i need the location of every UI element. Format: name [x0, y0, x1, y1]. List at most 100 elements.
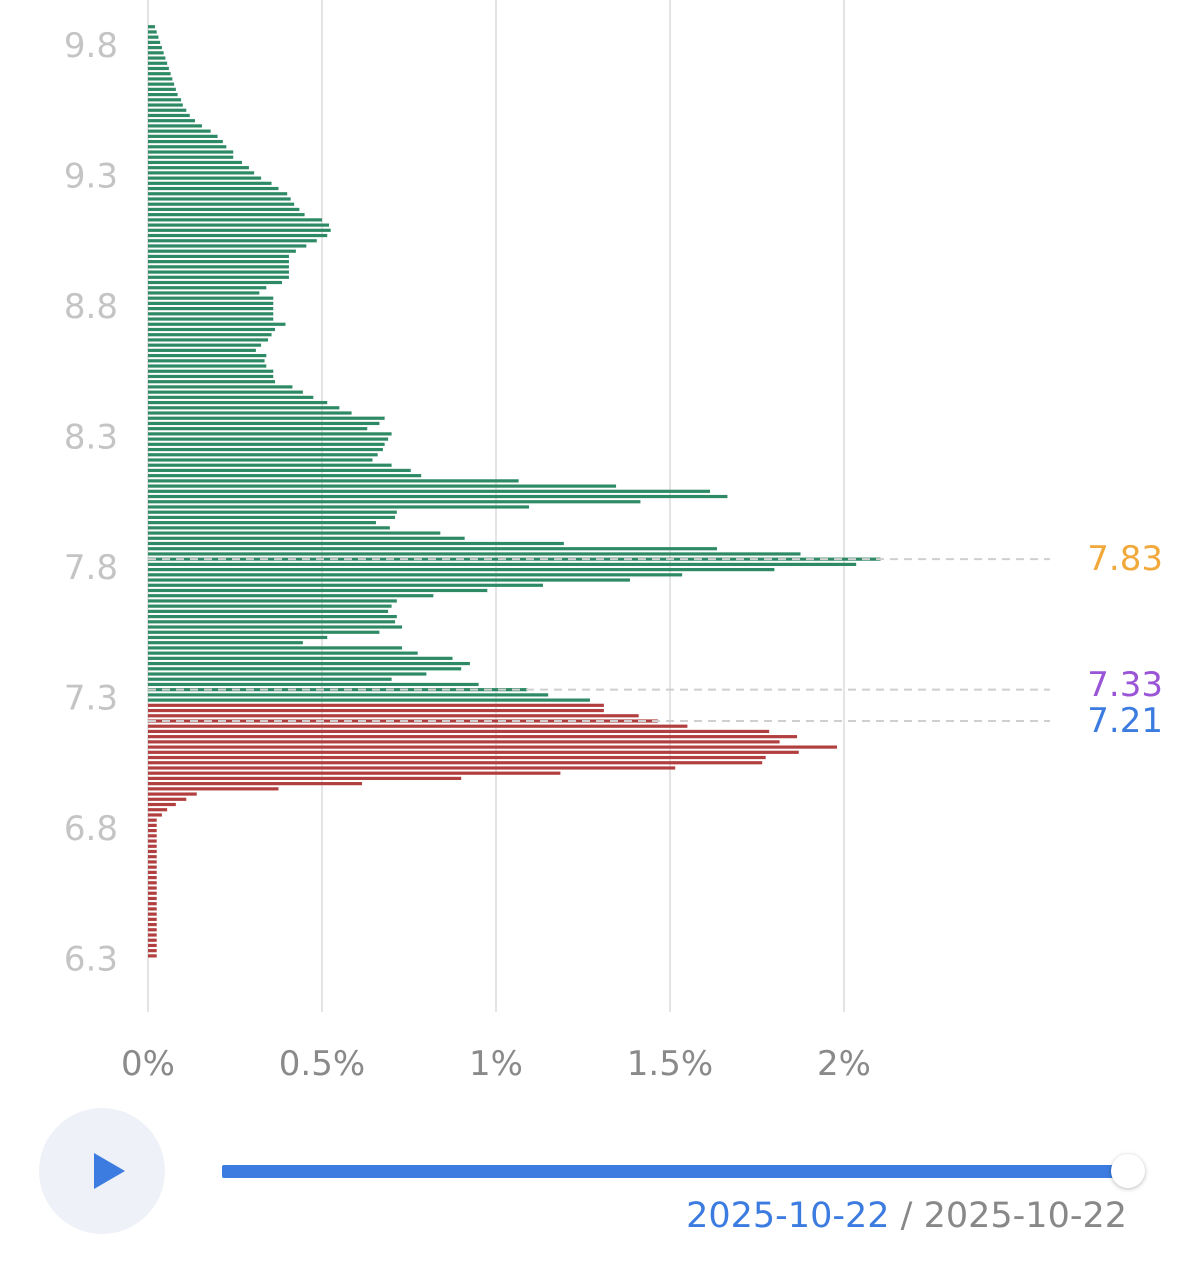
histogram-bar [148, 442, 385, 446]
y-tick-label: 7.3 [64, 679, 118, 719]
x-tick-label: 1.5% [627, 1044, 713, 1084]
histogram-bar [148, 844, 157, 848]
histogram-bar [148, 437, 389, 441]
histogram-bar [148, 907, 157, 911]
histogram-bar [148, 661, 470, 666]
histogram-bar [148, 536, 465, 540]
y-tick-label: 9.8 [64, 26, 118, 66]
histogram-bar [148, 755, 766, 760]
histogram-bar [148, 802, 176, 807]
histogram-bar [148, 823, 157, 827]
histogram-bar [148, 541, 564, 546]
histogram-bar [148, 427, 368, 431]
histogram-bar [148, 656, 453, 660]
y-tick-label: 8.8 [64, 287, 118, 327]
y-tick-label: 7.8 [64, 548, 118, 588]
histogram-bar [148, 218, 322, 222]
histogram-bar [148, 813, 162, 817]
histogram-bar [148, 343, 262, 347]
histogram-bar [148, 708, 604, 713]
marker-label: 7.21 [1087, 701, 1163, 741]
histogram-bar [148, 740, 780, 744]
histogram-bar [148, 270, 289, 274]
histogram-bar [148, 249, 296, 253]
histogram-bar [148, 928, 157, 932]
histogram-bar [148, 239, 317, 243]
histogram-bar [148, 139, 223, 144]
histogram-bar [148, 202, 295, 206]
histogram-bar [148, 562, 857, 566]
histogram-bar [148, 521, 376, 525]
histogram-bar [148, 275, 289, 279]
histogram-bar [148, 307, 274, 311]
histogram-bar [148, 625, 403, 629]
histogram-bar [148, 77, 173, 81]
histogram-bar [148, 474, 422, 478]
histogram-bar [148, 849, 157, 854]
histogram-bar [148, 108, 187, 112]
histogram-bar [148, 103, 183, 107]
histogram-bar [148, 176, 262, 180]
histogram-bar [148, 599, 397, 603]
histogram-bar [148, 829, 157, 833]
histogram-bar [148, 724, 688, 728]
histogram-bar [148, 818, 157, 822]
histogram-bar [148, 82, 175, 86]
current-date: 2025-10-22 [686, 1196, 890, 1236]
histogram-bar [148, 233, 328, 238]
histogram-bar [148, 949, 157, 953]
histogram-bar [148, 421, 380, 426]
histogram-bar [148, 416, 385, 420]
end-date: 2025-10-22 [923, 1196, 1127, 1236]
histogram-bar [148, 479, 519, 483]
histogram-bar [148, 875, 157, 880]
histogram-bar [148, 129, 211, 133]
histogram-bar [148, 547, 717, 551]
histogram-bar [148, 573, 683, 577]
histogram-bar [148, 35, 159, 39]
histogram-bar [148, 902, 157, 906]
histogram-bar [148, 260, 289, 264]
histogram-bar [148, 489, 711, 493]
histogram-bar [148, 943, 157, 948]
histogram-bar [148, 641, 303, 645]
marker-label: 7.33 [1087, 665, 1163, 705]
histogram-bar [148, 160, 242, 165]
histogram-bar [148, 912, 157, 916]
timeline-slider[interactable] [222, 1165, 1128, 1178]
histogram-bar [148, 588, 488, 593]
histogram-bar [148, 301, 274, 305]
histogram-bar [148, 317, 274, 321]
histogram-bar [148, 374, 274, 379]
histogram-bar [148, 411, 352, 415]
histogram-bar [148, 155, 234, 159]
histogram-bar [148, 395, 314, 399]
histogram-bar [148, 327, 276, 332]
histogram-bar [148, 620, 396, 624]
histogram-bar [148, 463, 392, 467]
histogram-bar [148, 594, 434, 598]
histogram-bar [148, 646, 403, 650]
histogram-bar [148, 552, 801, 556]
histogram-bar [148, 364, 267, 368]
histogram-bar [148, 72, 171, 76]
histogram-bar [148, 56, 166, 60]
histogram-bar [148, 40, 161, 44]
histogram-bar [148, 197, 291, 201]
histogram-bar [148, 938, 157, 942]
histogram-bar [148, 46, 162, 50]
histogram-bar [148, 891, 157, 895]
histogram-bar [148, 922, 157, 927]
histogram-bar [148, 385, 293, 389]
histogram-bar [148, 750, 799, 754]
timeline-slider-handle[interactable] [1111, 1154, 1145, 1188]
histogram-bar [148, 839, 157, 843]
histogram-bar [148, 296, 274, 300]
play-icon [94, 1153, 125, 1189]
play-button[interactable] [39, 1108, 165, 1234]
histogram-bar [148, 113, 190, 118]
x-tick-label: 1% [469, 1044, 523, 1084]
histogram-bar [148, 348, 256, 352]
histogram-bar [148, 145, 227, 149]
histogram-bar [148, 797, 187, 801]
